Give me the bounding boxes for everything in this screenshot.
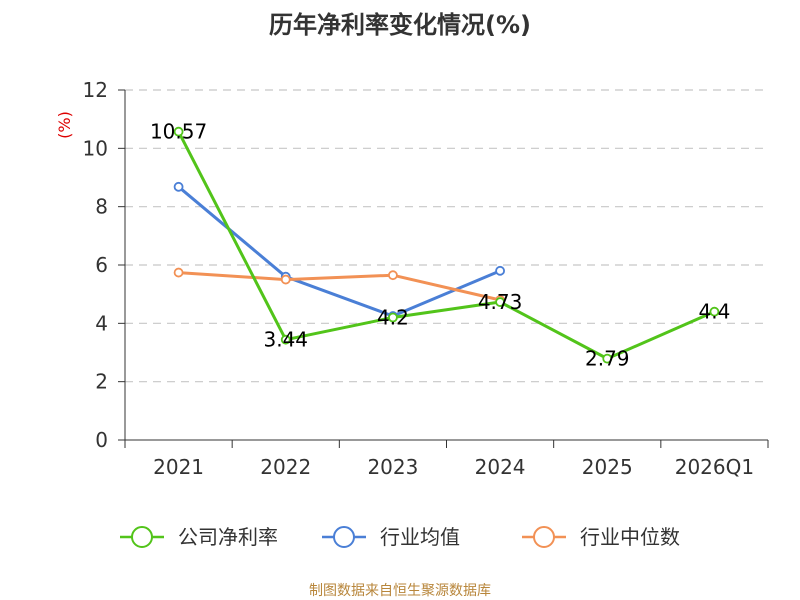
- y-tick-label: 10: [83, 136, 108, 160]
- legend-label: 行业均值: [380, 525, 460, 549]
- x-tick-label: 2026Q1: [675, 455, 754, 479]
- data-point: [709, 306, 720, 317]
- data-point: [495, 297, 505, 307]
- legend[interactable]: 公司净利率 行业均值 行业中位数: [120, 525, 680, 549]
- x-tick-label: 2025: [582, 455, 633, 479]
- data-point: [280, 334, 291, 345]
- legend-marker: [533, 526, 555, 548]
- data-labels: 10.57 3.44 4.2 4.73 2.79 4.4: [150, 120, 730, 371]
- data-point: [495, 265, 505, 276]
- axes: 0 2 4 6 8 10 12 2021 2022 2023 2024 2025 2026Q1: [83, 78, 769, 479]
- data-label: 10.57: [150, 120, 207, 144]
- series-layer: [173, 126, 720, 364]
- legend-label: 公司净利率: [178, 525, 278, 549]
- y-tick-label: 8: [95, 195, 108, 219]
- series-line: [178, 271, 501, 302]
- data-label: 4.73: [478, 290, 523, 314]
- chart-title: 历年净利率变化情况(%): [269, 11, 531, 39]
- data-point: [280, 274, 291, 285]
- legend-label: 行业中位数: [580, 525, 680, 549]
- y-axis-label: (%): [55, 111, 74, 139]
- data-point: [173, 126, 184, 137]
- x-tick-label: 2024: [475, 455, 526, 479]
- data-label: 2.79: [585, 347, 630, 371]
- data-point: [602, 353, 613, 364]
- data-point: [173, 267, 184, 278]
- y-tick-label: 2: [95, 370, 108, 394]
- data-point: [173, 181, 184, 192]
- data-label: 4.4: [699, 300, 731, 324]
- x-tick-label: 2021: [153, 455, 204, 479]
- y-tick-label: 6: [95, 253, 108, 277]
- y-tick-label: 0: [95, 428, 108, 452]
- source-note: 制图数据来自恒生聚源数据库: [309, 583, 491, 599]
- grid-lines: [125, 89, 768, 383]
- series-line: [177, 131, 716, 361]
- legend-marker: [131, 526, 153, 548]
- data-label: 4.2: [377, 306, 409, 330]
- data-label: 3.44: [263, 328, 308, 352]
- y-tick-label: 4: [95, 311, 108, 335]
- x-tick-label: 2023: [367, 455, 418, 479]
- data-point: [388, 312, 398, 323]
- legend-marker: [333, 526, 355, 548]
- x-tick-label: 2022: [260, 455, 311, 479]
- y-tick-label: 12: [83, 78, 108, 102]
- series-line: [177, 185, 501, 318]
- data-point: [388, 270, 398, 281]
